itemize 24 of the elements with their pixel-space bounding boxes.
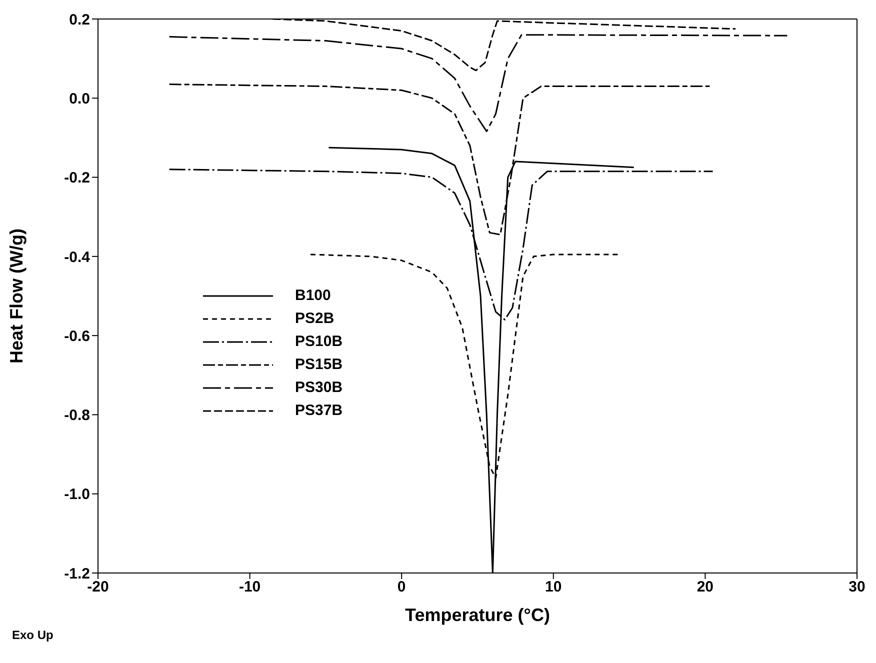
x-tick-label: 20 bbox=[696, 578, 714, 596]
y-tick-label: -0.8 bbox=[64, 407, 90, 424]
text: Exo Up bbox=[12, 628, 54, 642]
x-tick-label: 0 bbox=[397, 578, 406, 596]
x-tick-label: -20 bbox=[87, 578, 109, 596]
legend-label: PS15B bbox=[295, 356, 343, 373]
y-tick-label: -0.6 bbox=[64, 328, 90, 345]
y-tick-label: 0.2 bbox=[69, 11, 90, 28]
legend-label: PS37B bbox=[295, 402, 343, 419]
legend-label: B100 bbox=[295, 287, 331, 304]
legend-label: PS2B bbox=[295, 310, 334, 327]
y-axis-title: Heat Flow (W/g) bbox=[6, 228, 26, 364]
y-tick-label: 0.0 bbox=[69, 90, 90, 108]
line-series bbox=[168, 34, 788, 132]
y-tick-label: -0.4 bbox=[64, 248, 91, 266]
x-axis-title: Temperature (°C) bbox=[405, 605, 550, 625]
legend-label: PS30B bbox=[295, 379, 343, 396]
x-tick-label: -10 bbox=[238, 578, 261, 596]
legend-label: PS10B bbox=[295, 333, 343, 350]
y-tick-label: -1.2 bbox=[64, 565, 90, 582]
y-tick-label: -1.0 bbox=[64, 486, 90, 504]
x-tick-label: 10 bbox=[545, 578, 562, 596]
x-tick-label: 30 bbox=[848, 578, 866, 596]
y-tick-label: -0.2 bbox=[64, 170, 90, 187]
